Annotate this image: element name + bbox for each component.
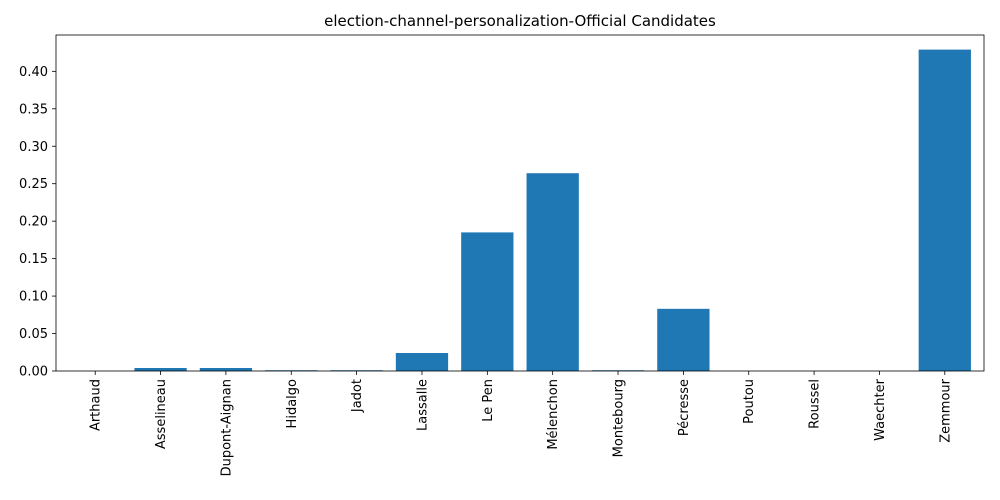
y-tick-label: 0.35 — [19, 102, 48, 117]
x-tick-label: Lassalle — [415, 379, 430, 431]
x-tick-label: Poutou — [742, 379, 757, 424]
x-tick-label: Jadot — [350, 379, 365, 413]
x-tick-label: Dupont-Aignan — [219, 379, 234, 476]
x-tick-label: Waechter — [873, 378, 888, 440]
bar-asselineau — [134, 368, 187, 371]
y-tick-label: 0.05 — [19, 327, 48, 342]
y-tick-label: 0.20 — [19, 215, 48, 230]
x-tick-label: Asselineau — [154, 379, 169, 449]
bar-p-cresse — [657, 308, 710, 371]
bar-zemmour — [918, 49, 971, 372]
y-axis: 0.00 0.05 0.10 0.15 0.20 0.25 0.30 0.35 0.40 — [19, 65, 56, 380]
x-tick-label: Le Pen — [481, 379, 496, 422]
y-tick-label: 0.00 — [19, 365, 48, 380]
x-tick-label: Arthaud — [89, 379, 104, 431]
bar-lassalle — [395, 353, 449, 371]
x-tick-label: Pécresse — [677, 379, 692, 436]
y-tick-label: 0.30 — [19, 140, 48, 155]
plot-frame — [55, 34, 985, 372]
x-tick-label: Hidalgo — [285, 379, 300, 428]
y-tick-label: 0.15 — [19, 252, 48, 267]
x-tick-label: Montebourg — [612, 379, 627, 457]
bars-layer — [134, 49, 971, 372]
x-axis: Arthaud Asselineau Dupont-Aignan Hidalgo Jad… — [89, 371, 953, 476]
y-tick-label: 0.25 — [19, 177, 48, 192]
y-tick-label: 0.10 — [19, 290, 48, 305]
y-tick-label: 0.40 — [19, 65, 48, 80]
x-tick-label: Mélenchon — [546, 379, 561, 450]
bar-le-pen — [461, 232, 514, 371]
x-tick-label: Roussel — [808, 379, 823, 429]
x-tick-label: Zemmour — [938, 378, 953, 442]
chart-title: election-channel-personalization-Officia… — [324, 12, 716, 30]
bar-dupont-aignan — [199, 368, 253, 371]
bar-m-lenchon — [526, 173, 579, 371]
